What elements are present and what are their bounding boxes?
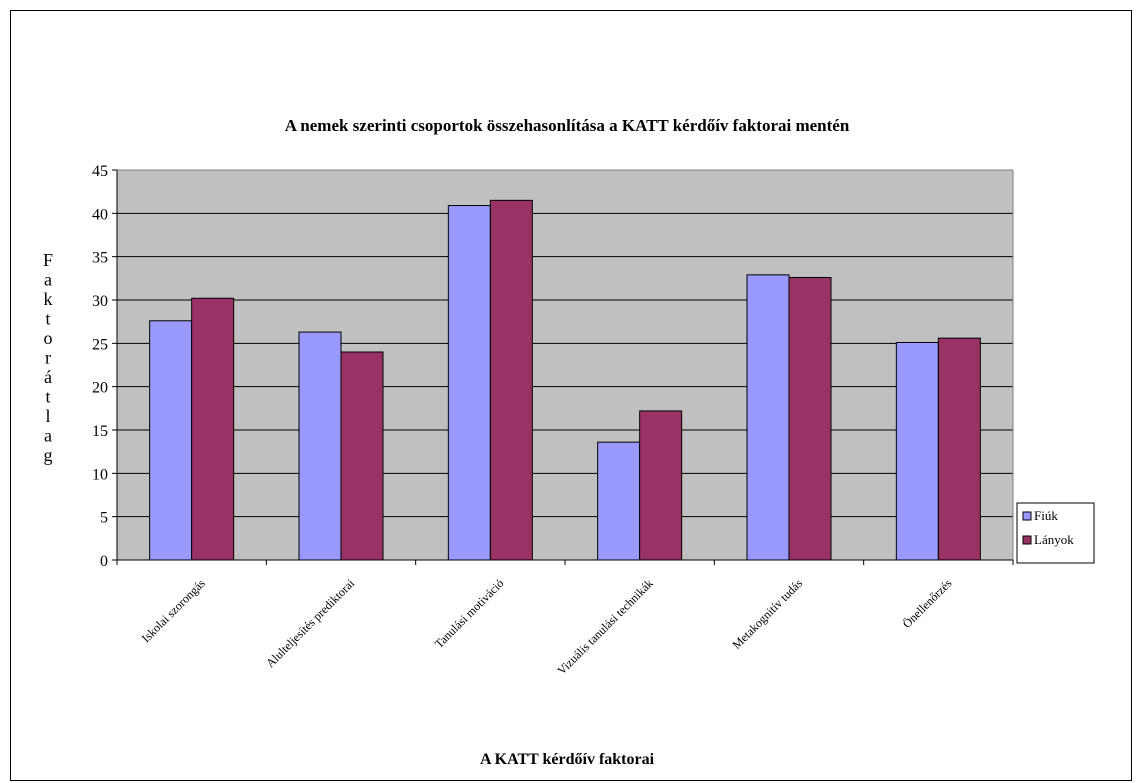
bar-lanyok: [340, 351, 384, 561]
legend-swatch: [1022, 511, 1032, 521]
bar-lanyok: [639, 410, 683, 561]
y-tick-label: 5: [100, 510, 108, 527]
chart-title: A nemek szerinti csoportok összehasonlít…: [285, 116, 850, 135]
bar-fiuk: [746, 274, 790, 561]
legend-swatch: [1022, 535, 1032, 545]
y-tick-label: 35: [92, 250, 108, 267]
x-axis-title: A KATT kérdőív faktorai: [480, 751, 655, 768]
y-tick-label: 25: [92, 336, 108, 353]
bar-fiuk: [597, 441, 641, 561]
plot-area: 0 5 10 15 20 25 30 35 40 45 Iskolai szorongás Alult…: [92, 163, 1014, 678]
y-tick-label: 45: [92, 163, 108, 180]
bar-fiuk: [447, 205, 491, 561]
bar-lanyok: [489, 199, 533, 561]
y-tick-label: 20: [92, 380, 108, 397]
x-category-label: Vizuális tanulási technikák: [554, 576, 655, 677]
legend-label: Fiúk: [1034, 508, 1058, 523]
x-category-label: Metakognitív tudás: [729, 576, 805, 652]
y-tick-label: 10: [92, 466, 108, 483]
x-category-label: Tanulási motiváció: [432, 576, 507, 651]
bar-fiuk: [895, 341, 939, 561]
y-tick-label: 15: [92, 423, 108, 440]
y-tick-label: 0: [100, 553, 108, 570]
bar-lanyok: [788, 276, 832, 561]
bar-lanyok: [191, 297, 235, 561]
y-tick-label: 40: [92, 206, 108, 223]
legend: Fiúk Lányok: [1016, 502, 1095, 564]
x-category-label: Önellenőrzés: [900, 576, 955, 631]
x-category-label: Iskolai szorongás: [139, 576, 208, 645]
bar-lanyok: [937, 337, 981, 561]
y-tick-label: 30: [92, 293, 108, 310]
plot-background: [117, 170, 1013, 560]
legend-label: Lányok: [1034, 532, 1074, 547]
x-category-label: Alulteljesítés prediktorai: [263, 576, 357, 670]
bar-fiuk: [149, 320, 193, 561]
bar-fiuk: [298, 331, 342, 561]
